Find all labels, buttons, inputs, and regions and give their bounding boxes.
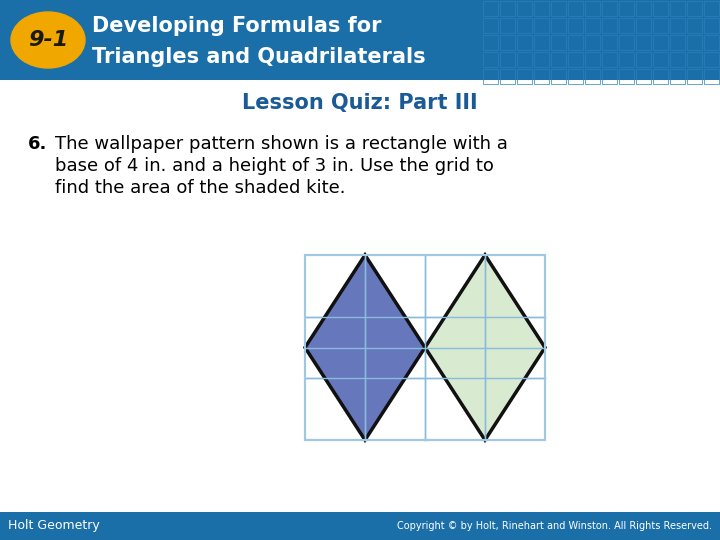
Bar <box>568 1 583 16</box>
Bar <box>551 18 566 33</box>
Bar <box>551 52 566 67</box>
Bar <box>704 1 719 16</box>
Bar <box>483 52 498 67</box>
Bar <box>670 52 685 67</box>
Bar <box>517 35 532 50</box>
Bar <box>585 35 600 50</box>
Text: Lesson Quiz: Part III: Lesson Quiz: Part III <box>242 93 478 113</box>
Bar <box>517 69 532 84</box>
Bar <box>653 1 668 16</box>
Bar <box>568 69 583 84</box>
Text: The wallpaper pattern shown is a rectangle with a: The wallpaper pattern shown is a rectang… <box>55 135 508 153</box>
Bar <box>517 52 532 67</box>
Polygon shape <box>425 255 545 440</box>
Bar <box>619 69 634 84</box>
Bar <box>704 52 719 67</box>
Bar <box>602 69 617 84</box>
Bar <box>619 35 634 50</box>
Bar <box>687 18 702 33</box>
Bar <box>517 1 532 16</box>
Bar <box>687 52 702 67</box>
Bar <box>500 52 515 67</box>
Text: 6.: 6. <box>28 135 48 153</box>
Bar <box>500 18 515 33</box>
Bar <box>568 35 583 50</box>
Bar <box>500 69 515 84</box>
Bar <box>534 18 549 33</box>
Bar <box>500 1 515 16</box>
Bar <box>687 69 702 84</box>
Bar <box>534 69 549 84</box>
Bar <box>619 1 634 16</box>
Bar <box>670 69 685 84</box>
Ellipse shape <box>11 12 85 68</box>
Bar <box>704 35 719 50</box>
Bar <box>500 35 515 50</box>
Bar <box>670 35 685 50</box>
Bar <box>602 52 617 67</box>
Bar <box>534 35 549 50</box>
Polygon shape <box>305 255 425 440</box>
Bar <box>653 52 668 67</box>
Bar <box>585 52 600 67</box>
Bar <box>653 35 668 50</box>
Bar <box>551 35 566 50</box>
Bar <box>636 69 651 84</box>
Bar <box>704 69 719 84</box>
Bar <box>551 69 566 84</box>
Bar <box>602 1 617 16</box>
Text: Triangles and Quadrilaterals: Triangles and Quadrilaterals <box>92 47 426 67</box>
Bar <box>483 18 498 33</box>
Bar <box>619 18 634 33</box>
Bar <box>305 255 545 440</box>
Bar <box>483 69 498 84</box>
Bar <box>0 512 720 540</box>
Bar <box>704 18 719 33</box>
Bar <box>636 18 651 33</box>
Bar <box>602 18 617 33</box>
Bar <box>653 69 668 84</box>
Bar <box>483 35 498 50</box>
Bar <box>534 1 549 16</box>
Text: base of 4 in. and a height of 3 in. Use the grid to: base of 4 in. and a height of 3 in. Use … <box>55 157 494 175</box>
Text: 9-1: 9-1 <box>28 30 68 50</box>
Bar <box>653 18 668 33</box>
Bar <box>568 18 583 33</box>
Bar <box>305 255 545 440</box>
Bar <box>619 52 634 67</box>
Bar <box>687 1 702 16</box>
Bar <box>670 1 685 16</box>
Bar <box>636 52 651 67</box>
Bar <box>534 52 549 67</box>
Bar <box>568 52 583 67</box>
Bar <box>636 1 651 16</box>
Text: Holt Geometry: Holt Geometry <box>8 519 100 532</box>
Bar <box>517 18 532 33</box>
Bar <box>585 1 600 16</box>
Bar <box>670 18 685 33</box>
Bar <box>585 69 600 84</box>
Text: Copyright © by Holt, Rinehart and Winston. All Rights Reserved.: Copyright © by Holt, Rinehart and Winsto… <box>397 521 712 531</box>
Text: Developing Formulas for: Developing Formulas for <box>92 16 382 36</box>
Bar <box>687 35 702 50</box>
Bar <box>585 18 600 33</box>
Bar <box>0 0 720 80</box>
Bar <box>483 1 498 16</box>
Bar <box>551 1 566 16</box>
Bar <box>602 35 617 50</box>
Text: find the area of the shaded kite.: find the area of the shaded kite. <box>55 179 346 197</box>
Bar <box>636 35 651 50</box>
